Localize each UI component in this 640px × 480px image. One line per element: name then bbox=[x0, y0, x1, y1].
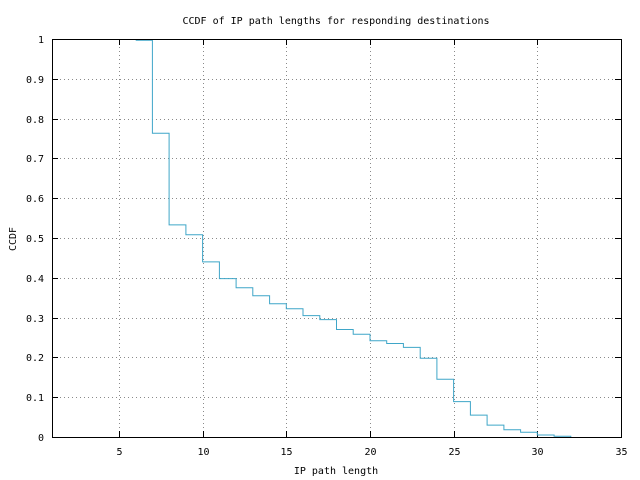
y-tick-label: 0.9 bbox=[26, 75, 44, 86]
x-tick-label: 10 bbox=[197, 447, 209, 458]
y-axis-label: CCDF bbox=[8, 227, 19, 251]
grid-lines bbox=[52, 39, 621, 437]
y-tick-label: 0.5 bbox=[26, 234, 44, 245]
y-tick-label: 0.1 bbox=[26, 393, 44, 404]
plot-frame bbox=[52, 39, 622, 438]
x-tick-label: 15 bbox=[280, 447, 292, 458]
y-tick-label: 0.2 bbox=[26, 353, 44, 364]
y-tick-label: 1 bbox=[38, 35, 44, 46]
x-tick-label: 25 bbox=[448, 447, 460, 458]
y-tick-label: 0.4 bbox=[26, 274, 44, 285]
x-tick-label: 35 bbox=[615, 447, 627, 458]
x-tick-label: 5 bbox=[116, 447, 122, 458]
chart-title: CCDF of IP path lengths for responding d… bbox=[182, 16, 489, 27]
y-tick-label: 0.6 bbox=[26, 194, 44, 205]
y-tick-label: 0 bbox=[38, 433, 44, 444]
y-tick-label: 0.3 bbox=[26, 314, 44, 325]
y-tick-label: 0.7 bbox=[26, 154, 44, 165]
ccdf-series-line bbox=[135, 39, 572, 437]
x-axis-label: IP path length bbox=[294, 466, 378, 477]
x-tick-label: 20 bbox=[364, 447, 376, 458]
x-tick-label: 30 bbox=[531, 447, 543, 458]
y-tick-label: 0.8 bbox=[26, 115, 44, 126]
tick-labels: 5 10 15 20 25 30 35 0 0.1 0.2 0.3 0.4 0.5 0.6 0.7 0.8 0.… bbox=[26, 35, 628, 458]
